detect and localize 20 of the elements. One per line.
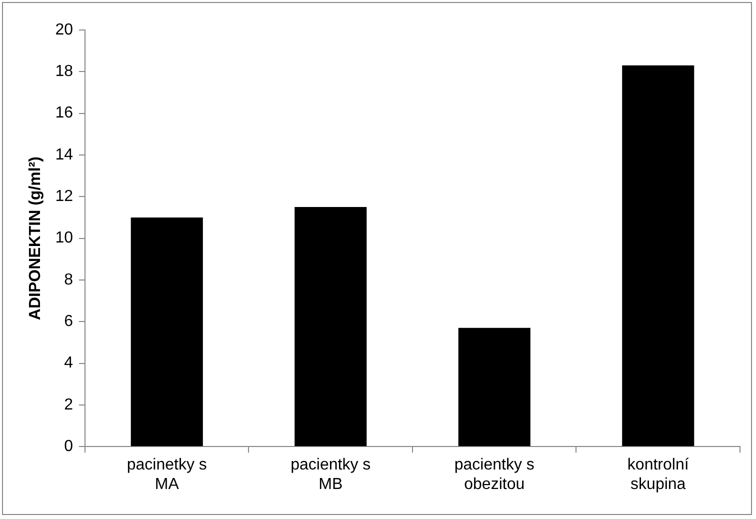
y-tick-label: 2 — [64, 396, 74, 414]
y-tick-label: 14 — [55, 146, 74, 164]
x-tick-label: pacientky s MB — [290, 456, 371, 493]
bar — [294, 207, 367, 446]
bar — [130, 217, 203, 446]
bar — [458, 328, 530, 446]
y-tick-label: 0 — [64, 438, 74, 456]
bar — [622, 65, 694, 446]
y-tick-label: 10 — [55, 230, 74, 247]
y-tick-label: 6 — [64, 313, 74, 330]
x-tick-label: kontrolní skupina — [627, 456, 690, 493]
y-tick-label: 18 — [55, 63, 74, 80]
y-axis-title: ADIPONEKTIN (g/ml²) — [27, 156, 44, 320]
y-tick-label: 8 — [64, 271, 74, 288]
y-tick-label: 20 — [55, 21, 74, 38]
x-tick-label: pacinetky s MA — [126, 456, 207, 493]
y-tick-label: 16 — [55, 104, 74, 122]
y-tick-label: 4 — [64, 354, 74, 372]
x-tick-label: pacientky s obezitou — [454, 456, 534, 493]
y-tick-label: 12 — [55, 188, 74, 206]
